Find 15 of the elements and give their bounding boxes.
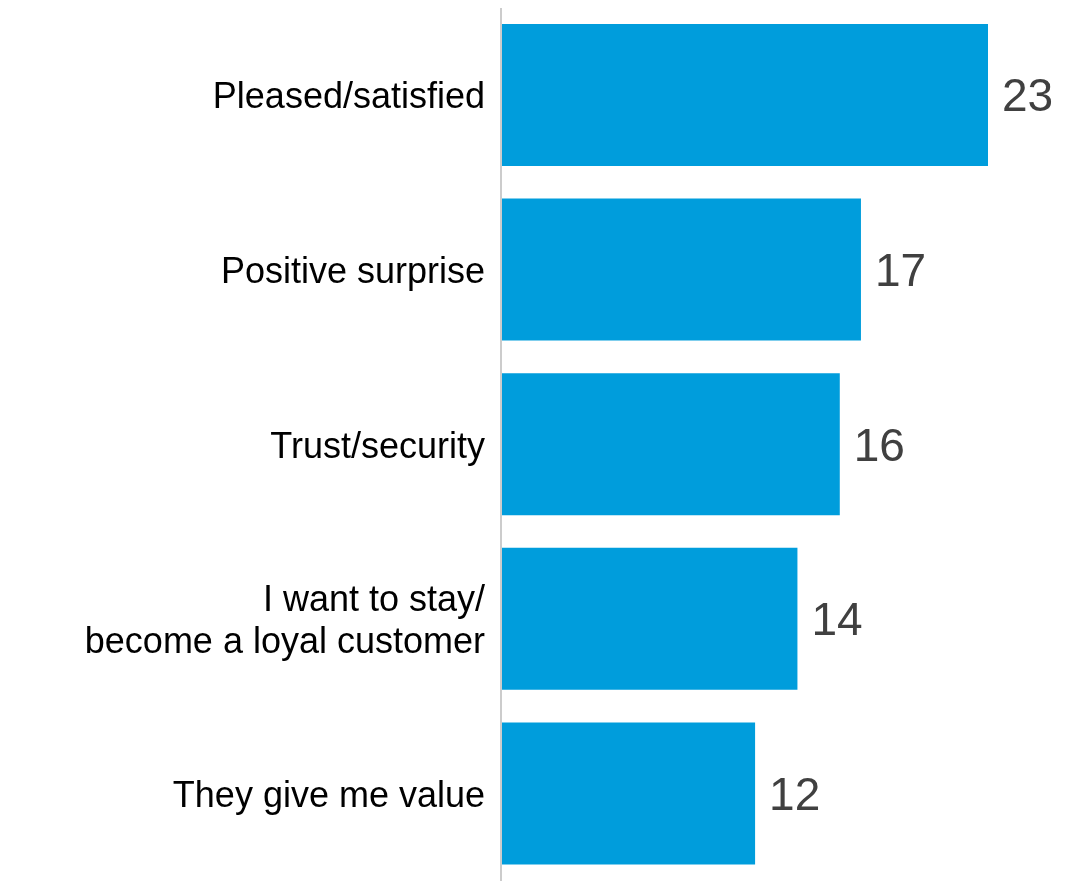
bar	[501, 373, 840, 516]
bar	[501, 722, 756, 865]
data-label: 17	[874, 243, 927, 296]
y-tick-label: They give me value	[172, 773, 485, 815]
bar	[501, 198, 861, 341]
data-label: 14	[811, 593, 863, 646]
y-tick-label: Pleased/satisfied	[212, 74, 485, 116]
data-label: 23	[1002, 69, 1054, 122]
data-label: 12	[769, 767, 821, 820]
bar	[501, 24, 988, 166]
data-label: 16	[853, 418, 905, 471]
y-tick-label: Trust/security	[270, 424, 485, 465]
bar	[501, 547, 798, 690]
y-tick-label: Positive surprise	[220, 249, 485, 291]
y-tick-label: I want to stay/ become a loyal customer	[84, 577, 486, 661]
